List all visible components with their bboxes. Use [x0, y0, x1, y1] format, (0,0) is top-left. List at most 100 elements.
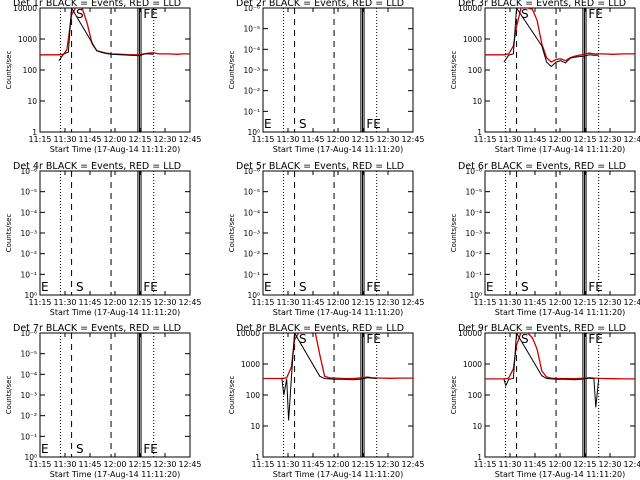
chart-title: Det 5r BLACK = Events, RED = LLD	[236, 161, 404, 172]
annotation-letter: S	[299, 280, 307, 294]
panel-det-8r: Det 8r BLACK = Events, RED = LLD Counts/s…	[228, 323, 425, 479]
x-tick-label: 12:15	[128, 135, 151, 144]
y-tick-label: 10⁻¹	[243, 107, 260, 116]
y-tick-label: 10⁻⁵	[20, 188, 37, 197]
y-tick-label: 10	[472, 97, 482, 106]
panel-det-3r: Det 3r BLACK = Events, RED = LLD Counts/s…	[450, 0, 640, 154]
y-tick-label: 10⁻³	[465, 229, 482, 238]
x-tick-label: 12:15	[128, 460, 151, 469]
annotation-letter: FE	[588, 280, 602, 294]
y-tick-label: 10⁻³	[20, 229, 37, 238]
series-line-events	[58, 8, 154, 61]
x-tick-label: 11:15	[251, 298, 274, 307]
x-axis-label: Start Time (17-Aug-14 11:11:20)	[50, 470, 181, 479]
annotation-letter: E	[41, 280, 49, 294]
y-tick-label: 10⁻⁴	[243, 45, 260, 54]
x-tick-label: 12:30	[598, 135, 621, 144]
x-tick-label: 12:30	[153, 460, 176, 469]
x-tick-label: 11:45	[523, 298, 546, 307]
x-tick-label: 11:30	[498, 460, 521, 469]
x-tick-label: 11:45	[78, 298, 101, 307]
series-line-events	[503, 333, 600, 408]
x-axis-label: Start Time (17-Aug-14 11:11:20)	[273, 470, 404, 479]
x-axis-label: Start Time (17-Aug-14 11:11:20)	[495, 308, 626, 317]
y-tick-label: 10	[472, 422, 482, 431]
x-tick-label: 12:15	[351, 298, 374, 307]
annotation-letter: E	[264, 280, 272, 294]
y-axis-label: Counts/sec	[228, 376, 236, 415]
x-tick-label: 12:00	[548, 135, 571, 144]
y-tick-label: 10⁻³	[243, 229, 260, 238]
x-tick-label: 12:00	[103, 460, 126, 469]
y-tick-label: 10⁻⁶	[20, 167, 37, 176]
annotation-letter: FE	[143, 280, 157, 294]
chart-title: Det 6r BLACK = Events, RED = LLD	[458, 161, 626, 172]
panel-det-7r: Det 7r BLACK = Events, RED = LLD Counts/s…	[5, 323, 202, 479]
panel-det-6r: Det 6r BLACK = Events, RED = LLD Counts/s…	[450, 161, 640, 317]
y-tick-label: 100	[468, 66, 483, 75]
x-tick-label: 12:00	[326, 460, 349, 469]
y-tick-label: 10000	[458, 329, 482, 338]
x-tick-label: 11:30	[276, 135, 299, 144]
y-tick-label: 1	[477, 453, 482, 462]
y-axis-label: Counts/sec	[5, 376, 13, 415]
y-axis-label: Counts/sec	[228, 51, 236, 90]
y-tick-label: 10⁻²	[20, 250, 37, 259]
y-tick-label: 100	[246, 391, 261, 400]
annotation-letter: FE	[588, 332, 602, 346]
x-tick-label: 12:15	[573, 460, 596, 469]
x-tick-label: 11:15	[251, 135, 274, 144]
y-tick-label: 1	[255, 453, 260, 462]
y-tick-label: 10⁻⁴	[465, 208, 482, 217]
y-tick-label: 10⁰	[247, 128, 260, 137]
annotation-letter: FE	[366, 332, 380, 346]
y-axis-label: Counts/sec	[5, 214, 13, 253]
x-tick-label: 12:45	[178, 298, 201, 307]
panel-det-2r: Det 2r BLACK = Events, RED = LLD Counts/s…	[228, 0, 425, 154]
x-tick-label: 12:30	[376, 298, 399, 307]
annotation-letter: FE	[143, 442, 157, 456]
annotation-letter: S	[521, 7, 529, 21]
x-tick-label: 11:15	[473, 135, 496, 144]
x-tick-label: 11:30	[276, 298, 299, 307]
x-tick-label: 12:45	[623, 135, 640, 144]
x-tick-label: 12:00	[326, 298, 349, 307]
series-line-events	[503, 8, 599, 68]
chart-title: Det 4r BLACK = Events, RED = LLD	[13, 161, 181, 172]
x-tick-label: 12:00	[103, 135, 126, 144]
panel-det-4r: Det 4r BLACK = Events, RED = LLD Counts/s…	[5, 161, 202, 317]
annotation-letter: E	[264, 117, 272, 131]
x-tick-label: 12:45	[178, 460, 201, 469]
panel-det-9r: Det 9r BLACK = Events, RED = LLD Counts/s…	[450, 323, 640, 479]
x-tick-label: 12:00	[548, 460, 571, 469]
x-tick-label: 11:15	[473, 298, 496, 307]
x-tick-label: 12:00	[103, 298, 126, 307]
annotation-letter: FE	[366, 280, 380, 294]
x-tick-label: 11:15	[28, 460, 51, 469]
x-tick-label: 11:30	[276, 460, 299, 469]
x-axis-label: Start Time (17-Aug-14 11:11:20)	[495, 145, 626, 154]
panel-det-5r: Det 5r BLACK = Events, RED = LLD Counts/s…	[228, 161, 425, 317]
annotation-letter: FE	[366, 117, 380, 131]
x-tick-label: 11:30	[498, 298, 521, 307]
x-tick-label: 12:00	[326, 135, 349, 144]
x-tick-label: 12:45	[623, 298, 640, 307]
chart-title: Det 9r BLACK = Events, RED = LLD	[458, 323, 626, 334]
chart-title: Det 1r BLACK = Events, RED = LLD	[13, 0, 181, 9]
y-tick-label: 10	[250, 422, 260, 431]
x-tick-label: 11:30	[53, 135, 76, 144]
y-tick-label: 10⁻⁵	[243, 25, 260, 34]
x-tick-label: 12:15	[351, 460, 374, 469]
chart-title: Det 2r BLACK = Events, RED = LLD	[236, 0, 404, 9]
x-tick-label: 12:30	[598, 298, 621, 307]
x-tick-label: 11:45	[523, 135, 546, 144]
y-tick-label: 1000	[18, 35, 37, 44]
x-tick-label: 11:15	[28, 135, 51, 144]
x-tick-label: 11:45	[301, 460, 324, 469]
y-tick-label: 10⁰	[24, 453, 37, 462]
panel-det-1r: Det 1r BLACK = Events, RED = LLD Counts/s…	[5, 0, 202, 154]
y-tick-label: 10⁻⁶	[243, 4, 260, 13]
y-tick-label: 1000	[241, 360, 260, 369]
y-tick-label: 10⁻⁵	[20, 350, 37, 359]
